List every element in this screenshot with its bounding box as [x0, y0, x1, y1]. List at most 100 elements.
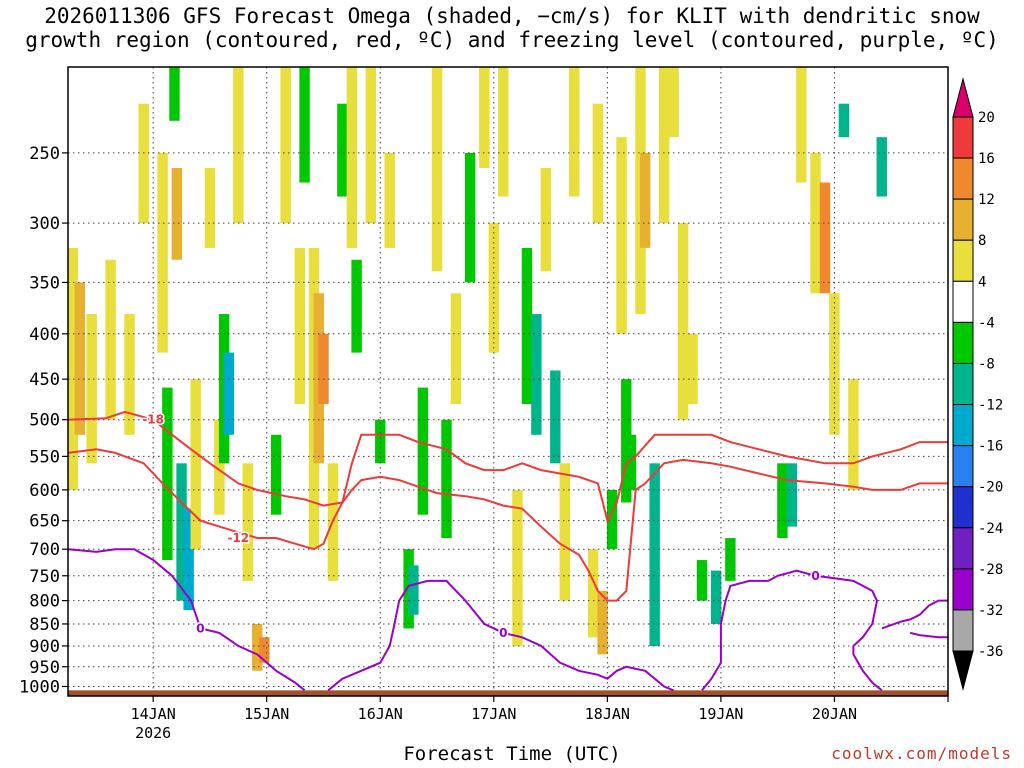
omega-cell: [606, 489, 618, 550]
omega-cell: [464, 152, 476, 283]
omega-shading: [68, 67, 887, 671]
colorbar-segment: [952, 609, 974, 652]
y-tick-label: 650: [29, 512, 60, 532]
omega-cell: [171, 167, 183, 260]
omega-cell: [384, 152, 395, 248]
omega-cell: [498, 67, 509, 197]
y-tick-label: 800: [29, 592, 60, 612]
plot-frame: [67, 66, 949, 697]
colorbar-label: 8: [978, 233, 986, 249]
omega-cell: [86, 314, 97, 464]
colorbar-segment: [952, 198, 974, 241]
omega-cell: [190, 379, 201, 550]
omega-cell: [559, 463, 570, 601]
colorbar-label: 4: [978, 274, 986, 290]
dgz-contour-label: -12: [227, 531, 249, 545]
colorbar-segment: [952, 239, 974, 282]
colorbar-label: 20: [978, 110, 995, 126]
omega-cell: [829, 293, 840, 435]
colorbar-segment: [952, 362, 974, 406]
omega-cell: [68, 247, 78, 490]
omega-cell: [233, 67, 244, 224]
y-tick-label: 350: [29, 273, 60, 293]
colorbar-segment: [952, 568, 974, 611]
omega-cell: [74, 282, 86, 435]
y-tick-label: 700: [29, 540, 60, 560]
y-tick-label: 850: [29, 615, 60, 635]
omega-cell: [169, 67, 180, 121]
omega-cell: [696, 560, 708, 601]
omega-cell: [270, 434, 282, 515]
y-tick-label: 750: [29, 567, 60, 587]
omega-cell: [597, 590, 608, 655]
colorbar-label: -32: [978, 603, 1003, 619]
omega-cell: [280, 67, 291, 224]
colorbar-label: -36: [978, 644, 1003, 660]
omega-cell: [640, 152, 651, 248]
y-tick-label: 900: [29, 637, 60, 657]
x-tick-label: 19JAN: [698, 705, 743, 723]
colorbar-top-arrow: [952, 77, 974, 118]
x-tick-label: 14JAN: [131, 705, 176, 723]
title-line-1: 2026011306 GFS Forecast Omega (shaded, −…: [44, 4, 980, 28]
colorbar-label: -8: [978, 356, 995, 372]
ground-surface: [68, 690, 948, 696]
freezing-level-contour: [881, 599, 948, 630]
x-axis: 14JAN 15JAN 16JAN 17JAN 18JAN 19JAN 20JAN 2026: [131, 696, 949, 742]
omega-cell: [294, 247, 306, 404]
omega-cell: [531, 314, 542, 435]
omega-cell: [677, 223, 689, 420]
freezing-level-contour: [909, 631, 948, 639]
omega-cell: [375, 419, 386, 464]
omega-cell: [550, 370, 561, 464]
x-year-label: 2026: [135, 724, 171, 742]
omega-cell: [417, 387, 429, 515]
x-tick-label: 18JAN: [585, 705, 630, 723]
omega-cell: [365, 67, 376, 224]
colorbar-segment: [952, 404, 974, 447]
y-axis: 2503003504004505005506006507007508008509…: [19, 144, 68, 697]
y-tick-label: 250: [29, 144, 60, 164]
omega-cell: [408, 565, 419, 615]
omega-cell: [592, 103, 604, 224]
omega-cell: [124, 314, 135, 435]
colorbar-label: -28: [978, 562, 1003, 578]
colorbar-label: -16: [978, 439, 1003, 455]
contours: -18 -12 0 0 0: [68, 410, 948, 692]
omega-cell: [616, 137, 627, 334]
freezing-contour-label: 0: [811, 569, 819, 583]
omega-cell: [259, 637, 270, 663]
x-tick-label: 17JAN: [471, 705, 516, 723]
omega-cell: [138, 103, 149, 224]
dgz-contour: [68, 448, 948, 602]
colorbar-segment: [952, 157, 974, 200]
omega-cell: [876, 137, 887, 197]
omega-cell: [479, 67, 490, 168]
omega-cell: [810, 152, 821, 294]
freezing-level-contour: [701, 569, 883, 692]
colorbar-segment: [952, 116, 974, 159]
x-tick-label: 20JAN: [812, 705, 857, 723]
y-tick-label: 1000: [19, 677, 60, 697]
freezing-level-contour: [327, 579, 674, 692]
x-tick-label: 15JAN: [244, 705, 289, 723]
omega-cell: [242, 463, 253, 581]
omega-cell: [337, 103, 348, 197]
colorbar-segment: [952, 280, 974, 323]
colorbar-label: -24: [978, 521, 1003, 537]
colorbar-label: -20: [978, 480, 1003, 496]
omega-cell: [214, 419, 225, 515]
omega-cell: [848, 379, 859, 490]
grid: [68, 67, 948, 696]
y-tick-label: 300: [29, 214, 60, 234]
colorbar-label: 12: [978, 192, 995, 208]
y-tick-label: 450: [29, 370, 60, 390]
omega-cell: [819, 182, 831, 294]
y-tick-label: 950: [29, 658, 60, 678]
omega-cell: [176, 463, 187, 601]
credit-text: coolwx.com/models: [831, 744, 1012, 763]
y-tick-label: 550: [29, 447, 60, 467]
omega-cell: [710, 570, 722, 624]
omega-cell: [649, 463, 660, 646]
